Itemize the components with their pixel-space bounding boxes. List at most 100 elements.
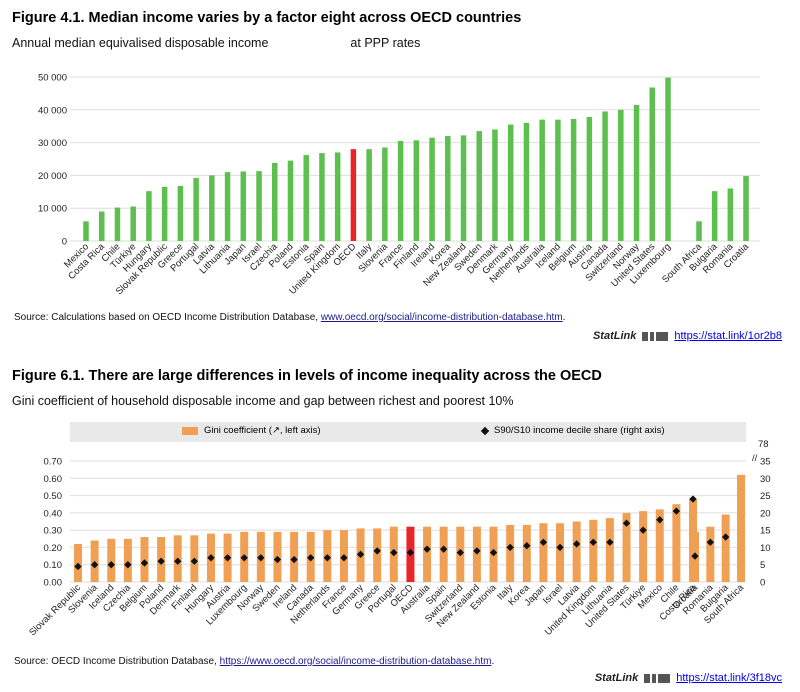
ratio-point-lithuania: [606, 538, 614, 546]
figure-4-1-subtitle-main: Annual median equivalised disposable inc…: [12, 36, 269, 50]
y-right-tick-label: 20: [760, 508, 771, 519]
statlink-icon: [644, 673, 671, 683]
ratio-point-australia: [423, 545, 431, 553]
ratio-point-romania: [706, 538, 715, 546]
bar-norway: [633, 104, 640, 241]
gini-bar-australia: [423, 526, 432, 582]
legend-label-ratio: S90/S10 income decile share (right axis): [494, 425, 665, 436]
bar-switzerland: [618, 109, 624, 241]
figure-4-1-statlink-url[interactable]: https://stat.link/1or2b8: [674, 330, 782, 342]
ratio-point-new-zealand: [473, 547, 481, 555]
figure-6-1-source-text: Source: OECD Income Distribution Databas…: [14, 656, 220, 667]
figure-4-1-source-end: .: [562, 312, 566, 323]
figure-4-1-subtitle: Annual median equivalised disposable inc…: [12, 36, 420, 50]
gini-bar-bulgaria: [721, 514, 730, 582]
bar-chile: [114, 207, 121, 241]
ratio-point-mexico: [656, 516, 664, 524]
ratio-point-korea: [523, 542, 531, 550]
figure-4-1-source: Source: Calculations based on OECD Incom…: [14, 312, 565, 323]
gini-bar-united-states: [622, 512, 631, 582]
figure-4-1-title: Figure 4.1. Median income varies by a fa…: [12, 10, 522, 26]
gini-bar-czechia: [123, 538, 132, 582]
bar-poland: [287, 160, 294, 241]
gini-bar-latvia: [572, 521, 581, 582]
bar-bulgaria: [711, 191, 718, 241]
gini-bar-italy: [506, 524, 515, 582]
gini-bar-south-africa: [737, 474, 745, 582]
ratio-point-latvia: [572, 540, 581, 548]
bar-belgium: [570, 118, 577, 241]
figure-6-1-source-end: .: [491, 656, 495, 667]
gini-bar-israel: [556, 523, 565, 582]
ratio-point-japan: [539, 538, 548, 546]
bar-costa-rica: [98, 211, 105, 241]
bar-italy: [366, 149, 372, 241]
ratio-point-united-states: [622, 519, 631, 527]
gini-bar-united-kingdom: [589, 519, 598, 582]
bar-mexico: [83, 221, 89, 241]
statlink-logo: StatLink: [592, 330, 637, 342]
bar-iceland: [555, 119, 561, 241]
y-left-tick-label: 0.10: [44, 560, 63, 571]
bar-slovak-republic: [161, 186, 168, 241]
gini-bar-lithuania: [605, 518, 614, 582]
gini-bar-romania: [706, 526, 715, 582]
bar-canada: [602, 111, 608, 241]
gini-bar-t-rkiye: [639, 511, 648, 582]
income-inequality-chart: 0.00 0.10 0.20 0.30 0.40 0.50 0.60 0.70 0 5 10 15 20…: [27, 439, 771, 638]
y-tick-label: 10 000: [38, 204, 67, 215]
bar-luxembourg: [665, 77, 671, 241]
figure-6-1-source-link[interactable]: https://www.oecd.org/social/income-distr…: [219, 656, 492, 667]
bar-estonia: [303, 155, 309, 241]
bar-lithuania: [224, 172, 231, 241]
figure-6-1-legend: Gini coefficient (↗, left axis) S90/S10 …: [70, 422, 746, 442]
figure-6-1-subtitle: Gini coefficient of household disposable…: [12, 394, 514, 408]
y-left-tick-label: 0.20: [44, 543, 63, 554]
bar-sweden: [476, 131, 482, 241]
bar-greece: [177, 185, 184, 241]
ratio-point-portugal: [390, 548, 398, 557]
y-right-tick-label: 15: [760, 526, 771, 537]
figure-4-1-source-text: Source: Calculations based on OECD Incom…: [14, 312, 321, 323]
ratio-point-switzerland: [456, 548, 464, 557]
figure-4-1-statlink: StatLink https://stat.link/1or2b8: [593, 330, 782, 342]
bar-japan: [240, 171, 247, 241]
y-right-tick-label: 30: [760, 474, 771, 485]
figure-6-1-statlink-url[interactable]: https://stat.link/3f18vc: [676, 672, 782, 684]
figure-4-1-source-link[interactable]: www.oecd.org/social/income-distribution-…: [320, 312, 563, 323]
ratio-point-slovak-republic: [74, 562, 82, 571]
y-left-tick-label: 0.70: [44, 457, 63, 468]
figure-4-1-panel: Figure 4.1. Median income varies by a fa…: [12, 10, 782, 342]
y-right-break-label: 78: [758, 439, 769, 450]
ratio-point-chile: [672, 507, 681, 515]
bar-romania: [727, 188, 734, 241]
ratio-point-costa-rica: [689, 495, 697, 503]
y-tick-label: 30 000: [38, 138, 67, 149]
bar-oecd: [350, 149, 357, 241]
bar-croatia: [743, 176, 749, 241]
y-tick-label: 20 000: [38, 171, 67, 182]
ratio-point-oecd: [406, 548, 415, 557]
bar-germany: [507, 124, 514, 241]
gini-bar-mexico: [655, 509, 664, 582]
y-left-tick-label: 0.00: [44, 578, 63, 589]
bar-denmark: [492, 129, 498, 241]
statlink-icon: [642, 331, 669, 341]
y-right-tick-label: 25: [760, 491, 771, 502]
bar-slovenia: [382, 147, 388, 241]
gini-bar-greece: [373, 528, 382, 582]
bar-latvia: [209, 175, 215, 241]
bar-portugal: [193, 178, 199, 241]
bar-united-kingdom: [334, 152, 341, 241]
legend-label-gini: Gini coefficient (↗, left axis): [204, 425, 321, 436]
y-left-tick-label: 0.50: [44, 491, 63, 502]
gini-bar-korea: [522, 524, 531, 582]
ratio-point-bulgaria: [721, 533, 730, 541]
figure-6-1-statlink: StatLink https://stat.link/3f18vc: [595, 672, 782, 684]
legend-item-ratio: S90/S10 income decile share (right axis): [480, 425, 665, 436]
bar-finland: [413, 140, 420, 241]
ratio-point-united-kingdom: [589, 538, 597, 546]
y-tick-label: 0: [62, 237, 67, 248]
bar-spain: [319, 153, 325, 241]
